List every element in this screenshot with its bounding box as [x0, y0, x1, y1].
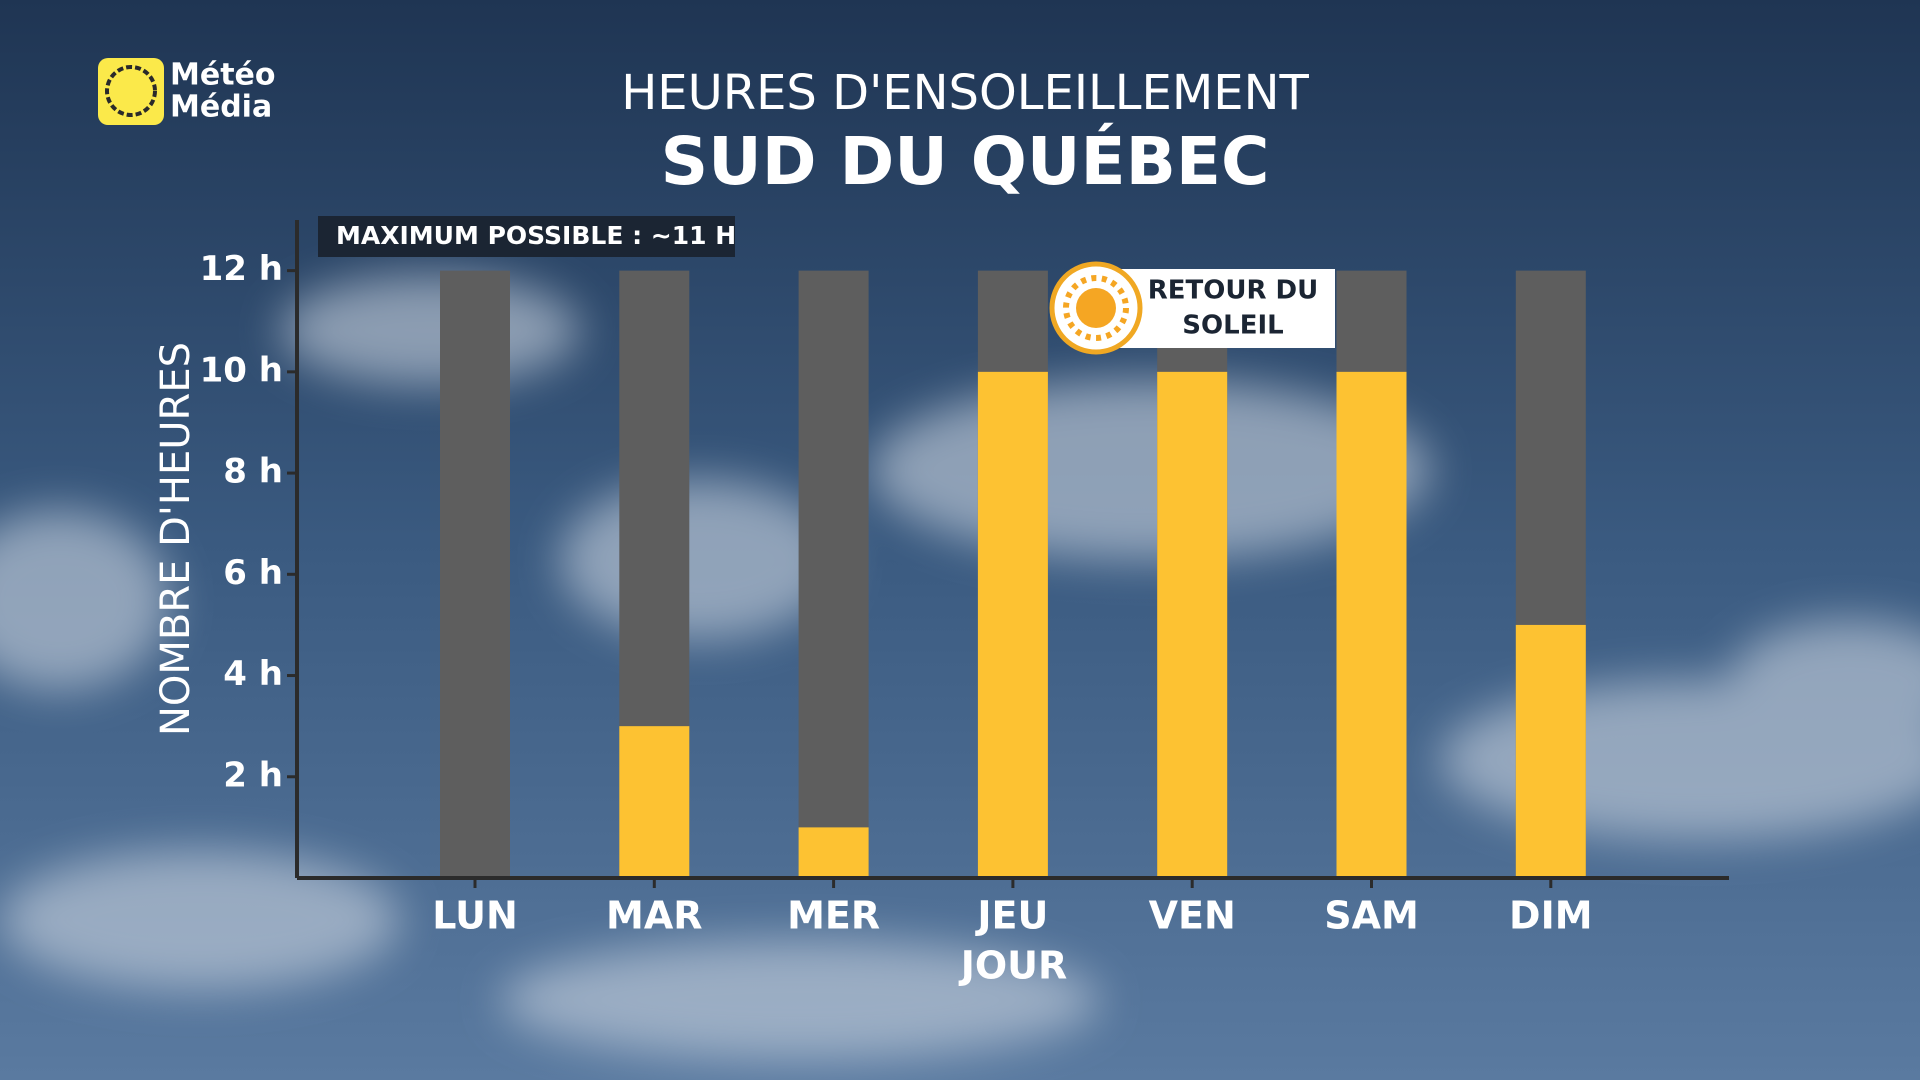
x-tick-label: SAM	[1324, 894, 1419, 938]
x-axis-label: JOUR	[958, 944, 1068, 988]
annotation-sun: RETOUR DU SOLEIL	[1049, 261, 1335, 355]
sun-rays	[1063, 275, 1129, 341]
annotation-text: RETOUR DU	[1148, 276, 1319, 306]
bar	[440, 270, 510, 879]
bar	[1157, 371, 1228, 878]
annotation-text: MAXIMUM POSSIBLE : ~11 H	[336, 221, 736, 250]
x-tick-label: LUN	[432, 894, 518, 938]
bar	[798, 270, 869, 879]
y-tick-label: 12 h	[200, 249, 283, 289]
y-tick-label: 10 h	[200, 350, 283, 390]
x-tick-label: JEU	[974, 894, 1048, 938]
annotation-text: SOLEIL	[1182, 311, 1283, 341]
bar	[977, 371, 1048, 878]
plot: 2 h 4 h 6 h 8 h 10 h 12 h LUN MAR MER JEU VEN SAM DI…	[200, 220, 1729, 938]
x-tick-label: DIM	[1509, 894, 1593, 938]
bar	[619, 726, 690, 878]
logo: Météo Média	[98, 58, 276, 125]
bar	[1515, 624, 1586, 878]
logo-text: Météo	[170, 58, 276, 93]
annotation-box	[318, 216, 735, 257]
y-tick-label: 6 h	[223, 553, 283, 593]
x-tick-label: MAR	[606, 894, 702, 938]
chart-subtitle: SUD DU QUÉBEC	[661, 122, 1270, 200]
sun-core	[1076, 288, 1116, 328]
bar	[798, 827, 869, 878]
logo-text: Média	[170, 90, 272, 125]
y-tick-label: 2 h	[223, 755, 283, 795]
logo-globe	[105, 65, 157, 117]
x-tick-label: VEN	[1149, 894, 1236, 938]
x-tick-label: MER	[787, 894, 880, 938]
bar	[1336, 371, 1407, 878]
chart-title: HEURES D'ENSOLEILLEMENT	[621, 65, 1309, 121]
y-tick-label: 4 h	[223, 654, 283, 694]
y-axis-label: NOMBRE D'HEURES	[153, 342, 199, 736]
y-tick-label: 8 h	[223, 452, 283, 492]
annotation-max: MAXIMUM POSSIBLE : ~11 H	[318, 216, 736, 257]
